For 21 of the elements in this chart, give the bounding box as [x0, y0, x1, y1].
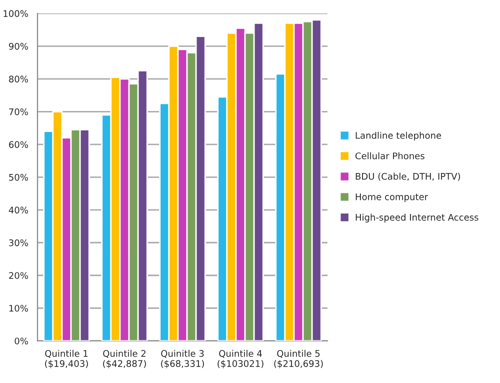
y-tick-label: 10%: [9, 304, 28, 312]
y-tick-label: 20%: [9, 272, 28, 279]
y-tick-label: 100%: [4, 10, 28, 17]
x-tick-label: Quintile 1 ($19,403): [45, 350, 88, 368]
legend-label: Home computer: [356, 194, 428, 202]
y-tick-label: 0%: [14, 338, 28, 344]
legend-label: Landline telephone: [356, 132, 442, 141]
y-tick-label: 60%: [9, 141, 28, 148]
x-tick-label: Quintile 4 ($103021): [218, 350, 264, 368]
legend-label: Cellular Phones: [355, 152, 424, 160]
y-tick-label: 40%: [8, 206, 28, 214]
legend-label: High-speed Internet Access: [356, 214, 478, 222]
legend-label: BDU (Cable, DTH, IPTV): [356, 172, 460, 181]
y-tick-label: 80%: [9, 76, 28, 82]
y-tick-label: 30%: [9, 239, 28, 246]
y-tick-label: 90%: [8, 42, 28, 50]
x-tick-label: Quinitle 3 ($68,331): [161, 350, 204, 368]
y-tick-label: 70%: [9, 108, 28, 116]
y-tick-label: 50%: [9, 174, 28, 181]
x-tick-label: Quintile 5 ($210,693): [274, 350, 323, 368]
x-tick-label: Quintile 2 ($42,887): [103, 350, 146, 368]
